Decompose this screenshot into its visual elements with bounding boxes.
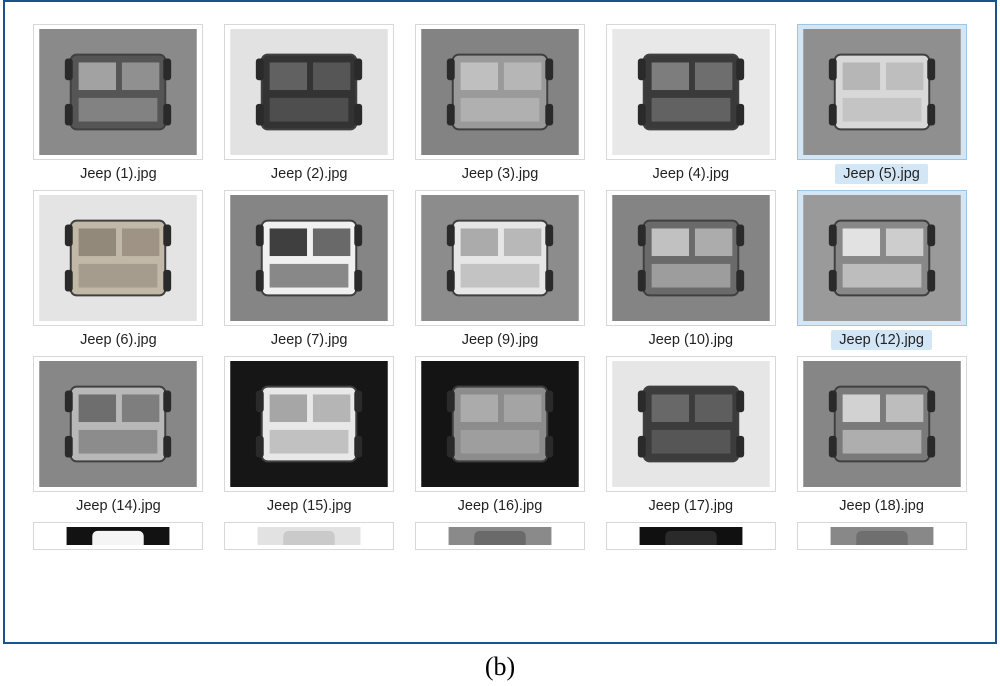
thumbnail-image: [229, 361, 389, 487]
file-item[interactable]: Jeep (14).jpg: [27, 356, 210, 516]
thumbnail-frame: [415, 190, 585, 326]
thumbnail-frame: [224, 190, 394, 326]
file-item-partial[interactable]: [27, 522, 210, 550]
file-caption: Jeep (10).jpg: [640, 330, 741, 350]
thumbnail-image: [420, 195, 580, 321]
file-item-partial[interactable]: [599, 522, 782, 550]
file-item[interactable]: Jeep (12).jpg: [790, 190, 973, 350]
file-caption: Jeep (16).jpg: [450, 496, 551, 516]
thumbnail-frame: [606, 522, 776, 550]
thumbnail-frame: [33, 522, 203, 550]
thumbnail-image: [611, 195, 771, 321]
thumbnail-image: [802, 361, 962, 487]
file-caption: Jeep (17).jpg: [640, 496, 741, 516]
thumbnail-frame: [606, 24, 776, 160]
file-item[interactable]: Jeep (10).jpg: [599, 190, 782, 350]
file-item[interactable]: Jeep (4).jpg: [599, 24, 782, 184]
file-item[interactable]: Jeep (17).jpg: [599, 356, 782, 516]
thumbnail-image: [802, 29, 962, 155]
thumbnail-image: [38, 361, 198, 487]
file-item[interactable]: Jeep (3).jpg: [409, 24, 592, 184]
file-item-partial[interactable]: [409, 522, 592, 550]
thumbnail-frame: [33, 190, 203, 326]
thumbnail-frame: [415, 356, 585, 492]
thumbnail-frame: [415, 24, 585, 160]
thumbnail-frame: [33, 24, 203, 160]
thumbnail-image: [802, 195, 962, 321]
file-caption: Jeep (7).jpg: [263, 330, 356, 350]
file-caption: Jeep (2).jpg: [263, 164, 356, 184]
file-caption: Jeep (15).jpg: [259, 496, 360, 516]
thumbnail-image: [38, 527, 198, 545]
thumbnail-frame: [33, 356, 203, 492]
thumbnail-frame: [224, 24, 394, 160]
file-caption: Jeep (9).jpg: [454, 330, 547, 350]
file-item[interactable]: Jeep (6).jpg: [27, 190, 210, 350]
thumbnail-image: [38, 195, 198, 321]
file-item[interactable]: Jeep (15).jpg: [218, 356, 401, 516]
thumbnail-image: [38, 29, 198, 155]
file-caption: Jeep (4).jpg: [645, 164, 738, 184]
thumbnail-image: [229, 195, 389, 321]
thumbnail-frame: [224, 356, 394, 492]
thumbnail-image: [802, 527, 962, 545]
thumbnail-image: [611, 527, 771, 545]
file-caption: Jeep (6).jpg: [72, 330, 165, 350]
thumbnail-image: [229, 527, 389, 545]
thumbnail-frame: [797, 190, 967, 326]
thumbnail-frame: [606, 356, 776, 492]
thumbnail-frame: [797, 522, 967, 550]
subfigure-label: (b): [0, 652, 1000, 682]
thumbnail-image: [229, 29, 389, 155]
file-item[interactable]: Jeep (9).jpg: [409, 190, 592, 350]
thumbnail-frame: [797, 356, 967, 492]
thumbnail-image: [420, 29, 580, 155]
thumbnail-frame: [415, 522, 585, 550]
file-item[interactable]: Jeep (2).jpg: [218, 24, 401, 184]
file-caption: Jeep (14).jpg: [68, 496, 169, 516]
file-item[interactable]: Jeep (7).jpg: [218, 190, 401, 350]
file-item[interactable]: Jeep (5).jpg: [790, 24, 973, 184]
thumbnail-frame: [224, 522, 394, 550]
thumbnail-image: [420, 527, 580, 545]
file-item[interactable]: Jeep (1).jpg: [27, 24, 210, 184]
file-caption: Jeep (3).jpg: [454, 164, 547, 184]
file-item-partial[interactable]: [218, 522, 401, 550]
file-caption: Jeep (12).jpg: [831, 330, 932, 350]
file-item[interactable]: Jeep (18).jpg: [790, 356, 973, 516]
thumbnail-frame: [606, 190, 776, 326]
thumbnail-frame: [797, 24, 967, 160]
file-item-partial[interactable]: [790, 522, 973, 550]
thumbnail-grid: Jeep (1).jpg Jeep (2).jpg Jeep (3).jpg J…: [5, 2, 995, 550]
file-browser-panel: Jeep (1).jpg Jeep (2).jpg Jeep (3).jpg J…: [3, 0, 997, 644]
file-item[interactable]: Jeep (16).jpg: [409, 356, 592, 516]
thumbnail-image: [420, 361, 580, 487]
thumbnail-image: [611, 361, 771, 487]
file-caption: Jeep (5).jpg: [835, 164, 928, 184]
file-caption: Jeep (18).jpg: [831, 496, 932, 516]
file-caption: Jeep (1).jpg: [72, 164, 165, 184]
thumbnail-image: [611, 29, 771, 155]
